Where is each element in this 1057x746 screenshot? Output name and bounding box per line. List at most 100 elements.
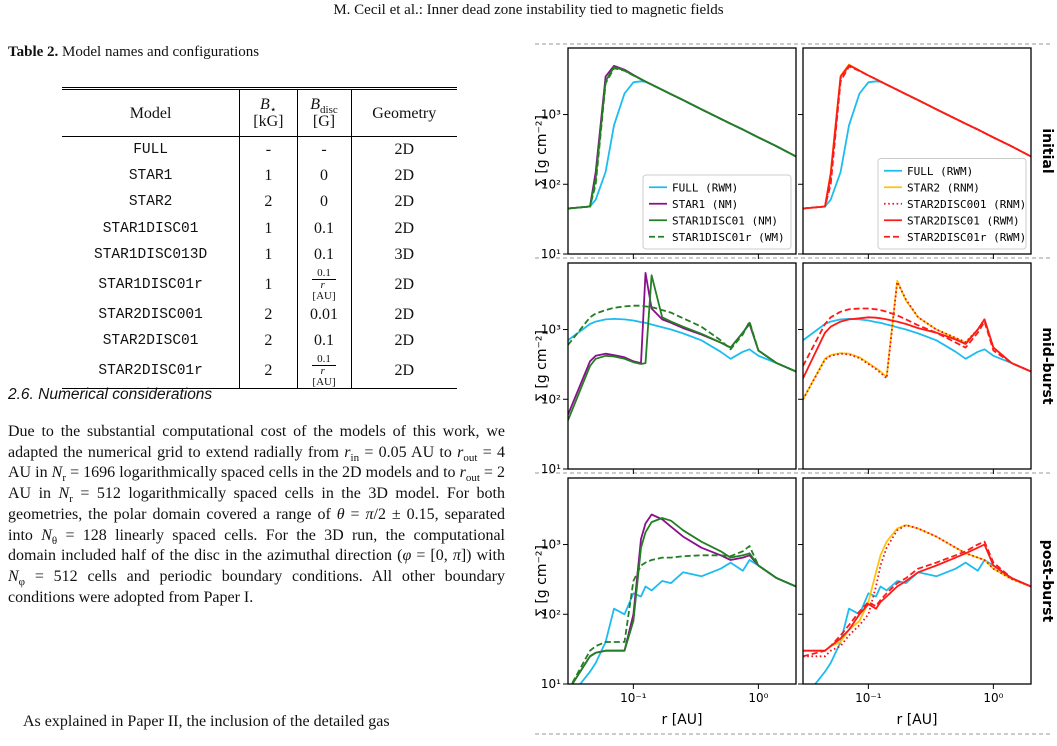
- x-tick-label: 10⁰: [983, 691, 1003, 705]
- model-table: Model B⋆ [kG] Bdisc [G] Geometry FULL - -2D STAR1…: [62, 87, 457, 390]
- text-run: = [0,: [411, 547, 453, 565]
- cell-text: 2D: [394, 141, 415, 159]
- y-tick-label: 10¹: [541, 247, 561, 261]
- panel-lines: [803, 524, 1031, 684]
- cell-text: STAR2DISC01r: [98, 363, 203, 380]
- math-sub: φ: [18, 576, 26, 589]
- panel-lines: [803, 63, 1031, 210]
- cell-text: 2D: [394, 362, 415, 380]
- text-run: = 512 cells and periodic boundary condit…: [8, 567, 505, 606]
- table-row: STAR2DISC001 2 0.01 2D: [62, 301, 457, 329]
- cell-text: 2D: [394, 306, 415, 324]
- table-row: STAR1 1 0 2D: [62, 163, 457, 190]
- column-header: B⋆ [kG]: [239, 88, 297, 137]
- fraction: 0.1 r [AU]: [312, 354, 336, 388]
- fraction: 0.1 r [AU]: [312, 267, 336, 302]
- table-cell: 0.1: [296, 215, 352, 242]
- panel-background: [803, 478, 1031, 684]
- header-text: Geometry: [372, 104, 437, 122]
- math-sub: r: [69, 493, 73, 506]
- table-cell: FULL: [62, 137, 240, 164]
- math-var: r: [459, 464, 466, 482]
- table-cell: 2: [239, 189, 297, 216]
- panel-lines: [570, 513, 796, 684]
- x-tick-label: 10⁰: [748, 691, 768, 705]
- table-row: STAR1DISC01r 1 0.1 r [AU] 2D: [62, 267, 457, 302]
- y-axis-label: Σ [g cm⁻²]: [534, 545, 550, 617]
- unit: [kG]: [253, 113, 284, 130]
- column-header: Model: [62, 88, 240, 137]
- cell-text: 0.01: [310, 306, 339, 324]
- legend-label: STAR2 (RNM): [907, 181, 980, 194]
- text-run: ]) with: [460, 547, 505, 565]
- line-series: [568, 67, 796, 210]
- table-cell: 2D: [350, 189, 457, 216]
- header-text: Model: [129, 104, 172, 122]
- row-label: mid-burst: [1039, 327, 1055, 404]
- table-cell: 0: [296, 163, 352, 190]
- text-run: = 1696 logarithmically spaced cells in t…: [66, 464, 460, 482]
- line-series: [571, 517, 796, 684]
- y-tick-label: 10¹: [541, 677, 561, 691]
- table-row: STAR1DISC013D 1 0.1 3D: [62, 241, 457, 268]
- line-series: [803, 65, 1031, 210]
- text-run: = 512 logarithmically spaced cells in th…: [8, 485, 505, 523]
- cell-text: 0: [320, 167, 329, 185]
- numerator: 0.1: [312, 267, 336, 280]
- cell-text: 2: [264, 332, 273, 350]
- line-series: [803, 316, 1031, 379]
- header-row: Model B⋆ [kG] Bdisc [G] Geometry: [62, 88, 457, 137]
- math-var: r: [457, 443, 464, 461]
- x-tick-label: 10⁻¹: [620, 691, 647, 705]
- cell-text: 1: [264, 245, 273, 263]
- cell-text: 2: [264, 362, 273, 380]
- legend-label: STAR2DISC001 (RNM): [907, 198, 1026, 211]
- table-cell: 2: [239, 301, 297, 329]
- cell-text: 1: [264, 219, 273, 237]
- legend-box: [877, 158, 1027, 250]
- math-var: N: [51, 464, 63, 482]
- line-series: [579, 559, 796, 684]
- table-cell: 2D: [350, 136, 457, 164]
- table-cell: STAR1: [62, 163, 240, 189]
- row-label: initial: [1039, 128, 1055, 173]
- column-header: Geometry: [350, 88, 457, 137]
- panel-background: [568, 263, 796, 469]
- cell-text: 2: [264, 306, 273, 324]
- table-cell: 2: [239, 354, 297, 389]
- math-var: φ: [402, 547, 412, 565]
- math-var: N: [58, 485, 70, 503]
- math-sub: r: [62, 472, 67, 485]
- table-cell: -: [296, 136, 352, 164]
- legend-label: FULL (RWM): [907, 165, 973, 178]
- cell-text: STAR2DISC01: [102, 333, 199, 350]
- cell-text: 1: [264, 275, 273, 293]
- text-run: As explained in Paper II, the inclusion …: [23, 713, 390, 730]
- table-cell: 1: [239, 215, 297, 242]
- panel-background: [803, 263, 1031, 469]
- math-var: π: [452, 547, 461, 565]
- panel-frame: [802, 262, 1032, 470]
- line-series: [803, 307, 1031, 373]
- panel-lines: [803, 279, 1031, 400]
- x-axis-label: r [AU]: [662, 712, 703, 728]
- legend-label: STAR1 (NM): [672, 198, 738, 211]
- symbol: B: [310, 96, 321, 113]
- text-run: Due to the substantial computational cos…: [8, 423, 505, 461]
- line-series: [568, 318, 796, 373]
- line-series: [803, 318, 1031, 373]
- cell-text: FULL: [133, 142, 168, 159]
- text-run: =: [344, 505, 366, 523]
- y-tick-label: 10²: [541, 392, 561, 406]
- legend-label: STAR1DISC01r (WM): [672, 231, 785, 244]
- table-row: STAR2DISC01r 2 0.1 r [AU] 2D: [62, 354, 457, 389]
- table-cell: 0.1: [296, 328, 352, 355]
- cell-text: 0: [320, 193, 329, 211]
- table-row: STAR1DISC01 1 0.1 2D: [62, 215, 457, 242]
- math-sub: out: [463, 451, 478, 464]
- table-row: STAR2 2 0 2D: [62, 189, 457, 216]
- cell-text: -: [265, 141, 272, 159]
- x-axis-label: r [AU]: [897, 712, 938, 728]
- cell-text: 2D: [394, 193, 415, 211]
